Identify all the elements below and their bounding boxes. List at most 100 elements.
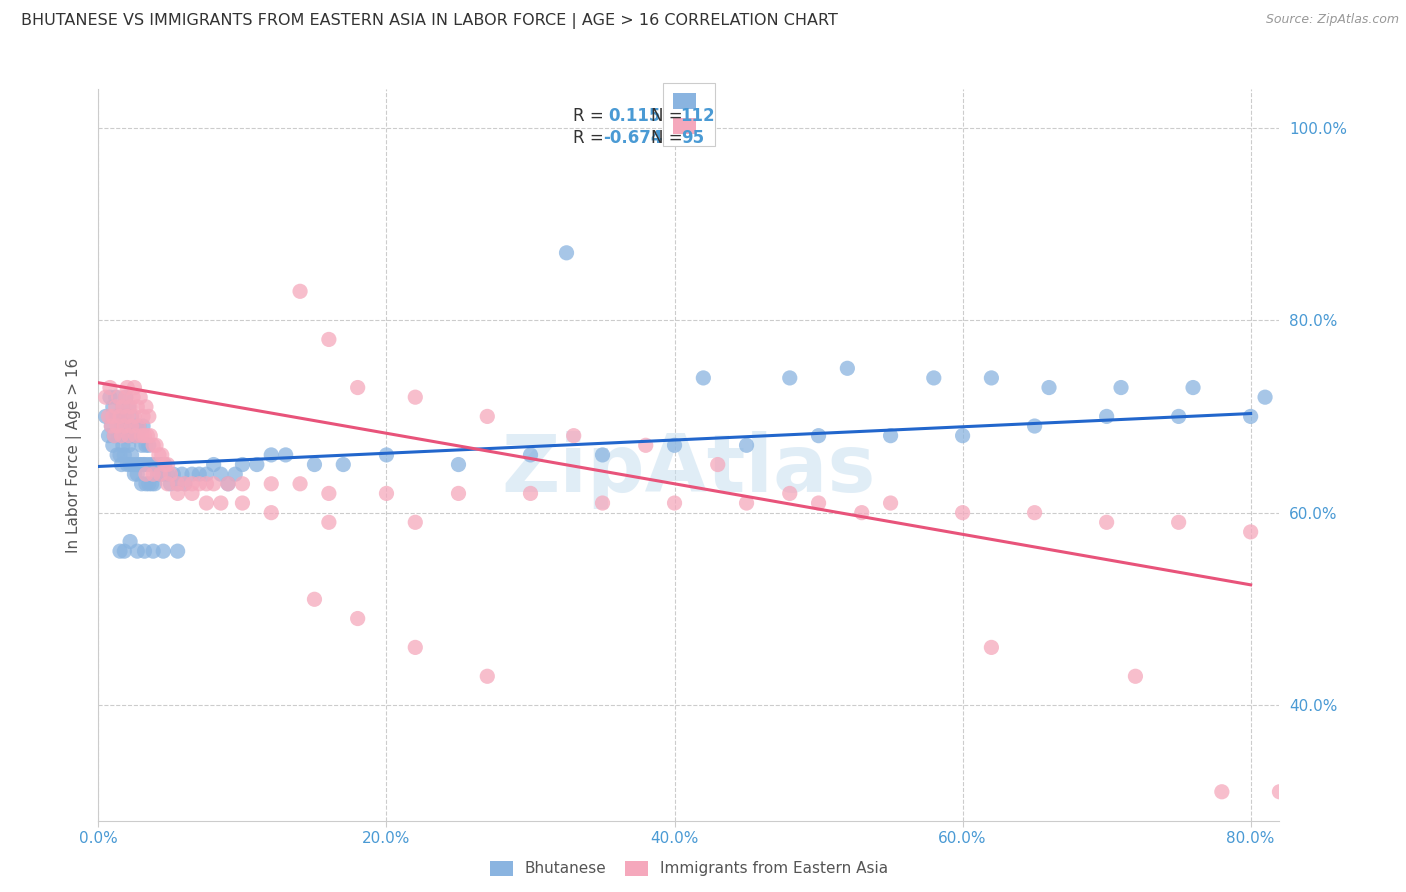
Point xyxy=(202,458,225,472)
Point xyxy=(202,476,225,491)
Point xyxy=(112,409,135,424)
Point xyxy=(404,516,426,530)
Point xyxy=(153,458,176,472)
Point xyxy=(1024,419,1046,434)
Point xyxy=(1024,506,1046,520)
Point xyxy=(132,409,155,424)
Point xyxy=(318,486,340,500)
Point xyxy=(217,476,239,491)
Point xyxy=(112,544,135,558)
Point xyxy=(664,438,686,452)
Point xyxy=(166,476,188,491)
Point xyxy=(837,361,859,376)
Point xyxy=(1182,380,1205,394)
Point xyxy=(332,458,354,472)
Point xyxy=(128,419,150,434)
Point xyxy=(706,458,728,472)
Point xyxy=(735,438,758,452)
Point xyxy=(1240,524,1263,539)
Point xyxy=(108,409,131,424)
Point xyxy=(779,371,801,385)
Text: -0.674: -0.674 xyxy=(603,129,662,147)
Point xyxy=(217,476,239,491)
Point xyxy=(104,409,127,424)
Point xyxy=(111,438,134,452)
Point xyxy=(114,390,136,404)
Point xyxy=(124,380,146,394)
Point xyxy=(104,390,127,404)
Point xyxy=(159,476,181,491)
Point xyxy=(125,428,148,442)
Point xyxy=(103,428,125,442)
Point xyxy=(122,390,145,404)
Point xyxy=(115,419,138,434)
Point xyxy=(134,428,156,442)
Point xyxy=(135,400,157,414)
Point xyxy=(142,458,165,472)
Point xyxy=(122,428,145,442)
Point xyxy=(166,476,188,491)
Point xyxy=(150,448,173,462)
Point xyxy=(127,467,149,482)
Point xyxy=(138,476,160,491)
Point xyxy=(108,544,131,558)
Point xyxy=(1254,390,1277,404)
Point xyxy=(318,516,340,530)
Point xyxy=(159,467,181,482)
Point xyxy=(1240,409,1263,424)
Point xyxy=(136,458,159,472)
Point xyxy=(115,409,138,424)
Point xyxy=(128,458,150,472)
Point xyxy=(111,400,134,414)
Point xyxy=(100,419,122,434)
Point xyxy=(375,448,398,462)
Point xyxy=(477,669,499,683)
Point xyxy=(153,458,176,472)
Point xyxy=(120,428,142,442)
Text: N =: N = xyxy=(651,129,683,147)
Point xyxy=(101,400,124,414)
Point xyxy=(105,448,128,462)
Point xyxy=(145,438,167,452)
Point xyxy=(288,476,311,491)
Point xyxy=(128,419,150,434)
Point xyxy=(136,428,159,442)
Point xyxy=(692,371,714,385)
Point xyxy=(952,506,974,520)
Text: R =: R = xyxy=(574,108,605,126)
Point xyxy=(879,428,901,442)
Point xyxy=(143,476,166,491)
Point xyxy=(231,476,253,491)
Point xyxy=(139,428,162,442)
Point xyxy=(952,428,974,442)
Point xyxy=(110,428,132,442)
Point xyxy=(274,448,297,462)
Point xyxy=(108,448,131,462)
Point xyxy=(120,458,142,472)
Y-axis label: In Labor Force | Age > 16: In Labor Force | Age > 16 xyxy=(66,358,83,552)
Point xyxy=(156,476,179,491)
Point xyxy=(166,486,188,500)
Point xyxy=(260,448,283,462)
Point xyxy=(110,419,132,434)
Point xyxy=(145,458,167,472)
Point xyxy=(260,506,283,520)
Point xyxy=(125,419,148,434)
Point xyxy=(1038,380,1060,394)
Point xyxy=(105,409,128,424)
Point xyxy=(664,496,686,510)
Point xyxy=(1167,409,1189,424)
Point xyxy=(124,428,146,442)
Point xyxy=(149,467,172,482)
Point xyxy=(162,467,184,482)
Point xyxy=(134,544,156,558)
Point xyxy=(129,390,152,404)
Point xyxy=(447,486,470,500)
Point xyxy=(111,400,134,414)
Point xyxy=(127,428,149,442)
Point xyxy=(138,409,160,424)
Point xyxy=(104,400,127,414)
Point xyxy=(634,438,657,452)
Point xyxy=(318,333,340,347)
Point xyxy=(807,428,830,442)
